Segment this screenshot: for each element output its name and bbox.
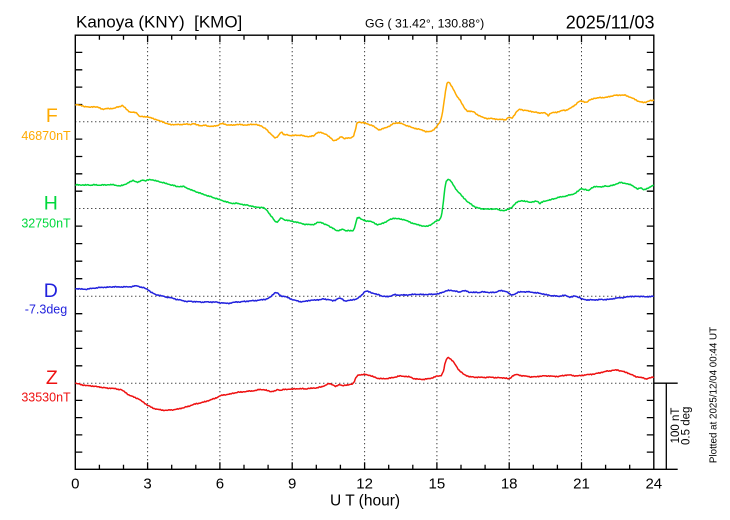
- svg-text:U T (hour): U T (hour): [330, 492, 400, 509]
- svg-text:2025/11/03: 2025/11/03: [566, 12, 655, 32]
- svg-text:Z: Z: [46, 367, 58, 389]
- svg-text:12: 12: [356, 475, 373, 492]
- svg-text:33530nT: 33530nT: [21, 390, 71, 404]
- svg-text:21: 21: [573, 475, 590, 492]
- svg-text:32750nT: 32750nT: [21, 216, 71, 230]
- svg-text:H: H: [44, 192, 58, 214]
- svg-text:3: 3: [143, 475, 151, 492]
- svg-text:0: 0: [71, 475, 79, 492]
- svg-text:100 nT: 100 nT: [670, 408, 682, 444]
- svg-text:GG ( 31.42°, 130.88°): GG ( 31.42°, 130.88°): [365, 16, 484, 30]
- svg-text:9: 9: [288, 475, 296, 492]
- svg-text:15: 15: [429, 475, 446, 492]
- svg-text:D: D: [44, 280, 58, 302]
- svg-text:-7.3deg: -7.3deg: [25, 303, 67, 317]
- svg-text:0.5 deg: 0.5 deg: [681, 407, 693, 445]
- svg-text:18: 18: [501, 475, 518, 492]
- svg-text:46870nT: 46870nT: [21, 129, 71, 143]
- svg-text:Plotted at 2025/12/04 00:44 UT: Plotted at 2025/12/04 00:44 UT: [708, 327, 719, 463]
- svg-text:F: F: [46, 105, 58, 127]
- svg-text:24: 24: [645, 475, 662, 492]
- svg-text:6: 6: [216, 475, 224, 492]
- svg-text:Kanoya (KNY) [KMO]: Kanoya (KNY) [KMO]: [76, 13, 242, 32]
